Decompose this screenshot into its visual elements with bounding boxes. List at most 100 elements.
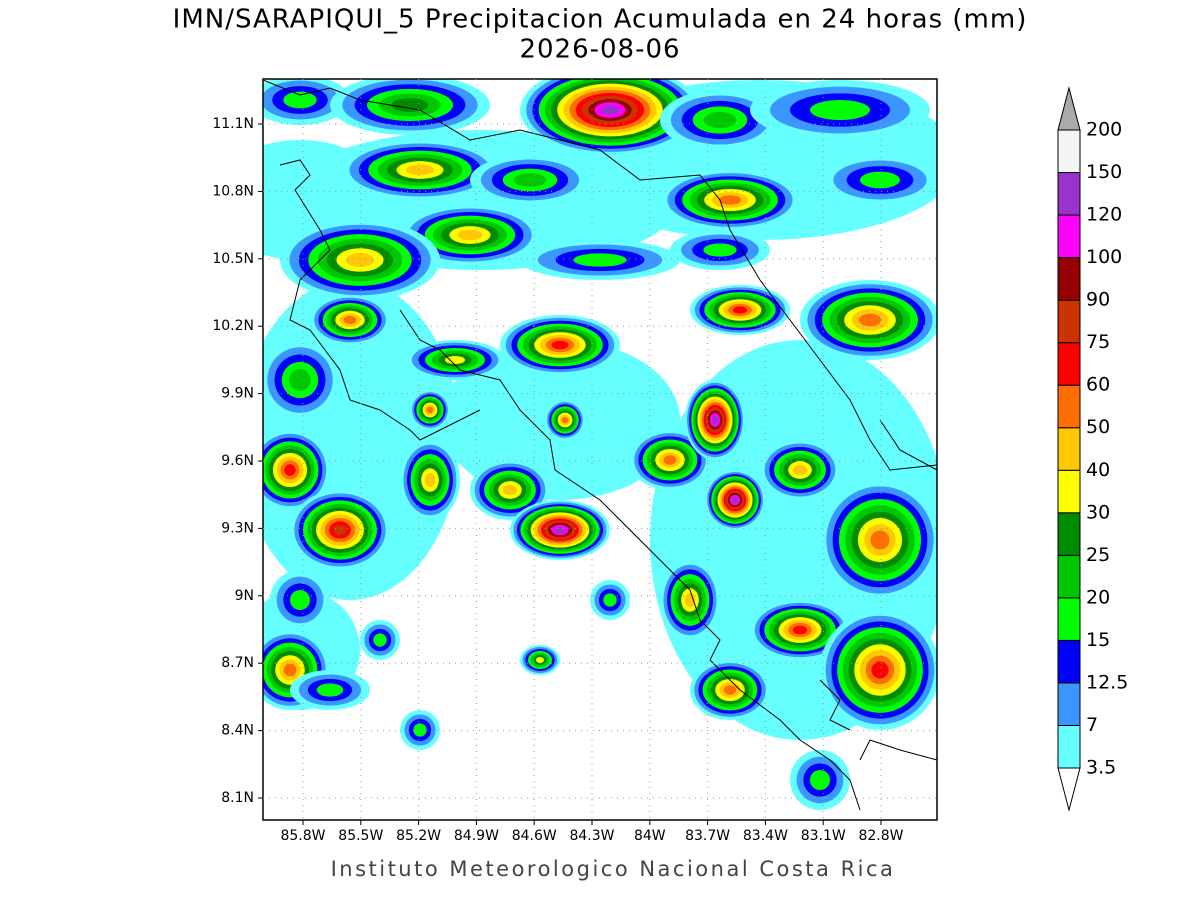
colorbar-label: 7 xyxy=(1086,714,1098,736)
lat-label: 8.7N xyxy=(221,655,254,671)
colorbar-label: 200 xyxy=(1086,119,1122,141)
precip-contour xyxy=(345,252,375,268)
colorbar-segment xyxy=(1057,299,1081,344)
colorbar-label: 100 xyxy=(1086,246,1122,268)
lon-label: 83.1W xyxy=(801,828,846,844)
colorbar-label: 3.5 xyxy=(1086,757,1116,779)
precip-contour xyxy=(283,91,317,109)
precip-contour xyxy=(703,111,737,129)
colorbar-segment xyxy=(1057,597,1081,641)
precip-contour xyxy=(413,723,427,737)
colorbar-segment xyxy=(1057,682,1081,726)
precip-contour xyxy=(731,496,739,504)
precip-contour xyxy=(810,770,830,790)
colorbar-label: 120 xyxy=(1086,204,1122,226)
precip-contour xyxy=(283,663,297,677)
lon-label: 83.7W xyxy=(685,828,730,844)
precip-contour xyxy=(792,625,808,635)
graticule xyxy=(258,79,937,825)
lat-label: 10.8N xyxy=(212,183,254,199)
precip-contour xyxy=(373,633,387,647)
colorbar-label: 150 xyxy=(1086,161,1122,183)
colorbar-label: 60 xyxy=(1086,374,1110,396)
lat-label: 9N xyxy=(235,588,254,604)
colorbar-segment xyxy=(1057,342,1081,386)
lat-label: 10.5N xyxy=(212,251,254,267)
precip-contour xyxy=(513,173,547,187)
lat-label: 8.1N xyxy=(221,790,254,806)
colorbar-segment xyxy=(1057,129,1081,174)
lon-label: 84.6W xyxy=(512,828,557,844)
colorbar-segment xyxy=(1057,172,1081,216)
precip-contour xyxy=(561,416,569,424)
subtitle: 2026-08-06 xyxy=(519,35,680,65)
colorbar-label: 15 xyxy=(1086,629,1110,651)
colorbar-segment xyxy=(1057,469,1081,514)
colorbar-label: 30 xyxy=(1086,501,1110,523)
lon-label: 85.2W xyxy=(396,828,441,844)
colorbar-label: 40 xyxy=(1086,459,1110,481)
precip-contour xyxy=(732,306,748,314)
lon-label: 84.3W xyxy=(569,828,614,844)
map-frame xyxy=(262,78,938,821)
lat-label: 10.2N xyxy=(212,318,254,334)
lon-label: 84.9W xyxy=(454,828,499,844)
precip-contour xyxy=(792,464,808,476)
lat-label: 9.3N xyxy=(221,520,254,536)
precip-contour xyxy=(457,229,483,241)
colorbar-label: 20 xyxy=(1086,586,1110,608)
colorbar-segment xyxy=(1057,512,1081,556)
precip-contour xyxy=(333,524,347,536)
precip-contour xyxy=(289,369,311,391)
colorbar-under xyxy=(1057,767,1081,812)
colorbar-over xyxy=(1057,86,1081,131)
precip-contour xyxy=(391,98,429,112)
precip-contour xyxy=(723,685,737,695)
precip-contour xyxy=(870,530,890,550)
axis-labels: 11.1N 10.8N 10.5N 10.2N 9.9N 9.6N 9.3N 9N 8.7N 8.… xyxy=(212,116,903,844)
precip-contour xyxy=(284,464,296,476)
colorbar-label: 12.5 xyxy=(1086,671,1128,693)
precip-contour xyxy=(554,526,566,534)
colorbar-label: 90 xyxy=(1086,289,1110,311)
colorbar-label: 25 xyxy=(1086,544,1110,566)
colorbar: 3.5 7 12.5 15 20 25 30 40 50 60 75 90 100 120 150 200 xyxy=(1057,86,1128,812)
precip-contour xyxy=(426,406,434,414)
precip-contour xyxy=(343,316,357,324)
precip-contour xyxy=(445,356,465,364)
precip-contour xyxy=(860,171,900,189)
lon-label: 84W xyxy=(634,828,666,844)
precip-contour xyxy=(424,472,436,488)
precip-contour xyxy=(573,253,627,267)
colorbar-segment xyxy=(1057,427,1081,471)
precip-contour xyxy=(502,484,518,496)
precip-contour xyxy=(405,164,435,176)
lat-label: 8.4N xyxy=(221,723,254,739)
precip-contour xyxy=(663,455,677,465)
precip-contour xyxy=(316,683,344,697)
colorbar-label: 75 xyxy=(1086,331,1110,353)
lon-label: 82.8W xyxy=(858,828,903,844)
lat-label: 11.1N xyxy=(212,116,254,132)
lon-label: 83.4W xyxy=(743,828,788,844)
colorbar-label: 50 xyxy=(1086,416,1110,438)
precip-contour xyxy=(858,313,882,327)
lat-label: 9.6N xyxy=(221,453,254,469)
lon-label: 85.8W xyxy=(280,828,325,844)
colorbar-segment xyxy=(1057,554,1081,599)
colorbar-segment xyxy=(1057,639,1081,684)
precip-contour xyxy=(711,415,719,425)
precip-contour xyxy=(810,100,870,120)
precip-field xyxy=(263,79,937,810)
precip-contour xyxy=(603,593,617,607)
precip-contour xyxy=(703,243,737,257)
precip-contour xyxy=(871,661,889,679)
colorbar-segment xyxy=(1057,257,1081,301)
title: IMN/SARAPIQUI_5 Precipitacion Acumulada … xyxy=(173,5,1028,35)
precip-contour xyxy=(551,340,569,350)
precip-contour xyxy=(536,657,544,663)
colorbar-segment xyxy=(1057,384,1081,429)
precip-contour xyxy=(600,105,620,115)
colorbar-segment xyxy=(1057,214,1081,259)
